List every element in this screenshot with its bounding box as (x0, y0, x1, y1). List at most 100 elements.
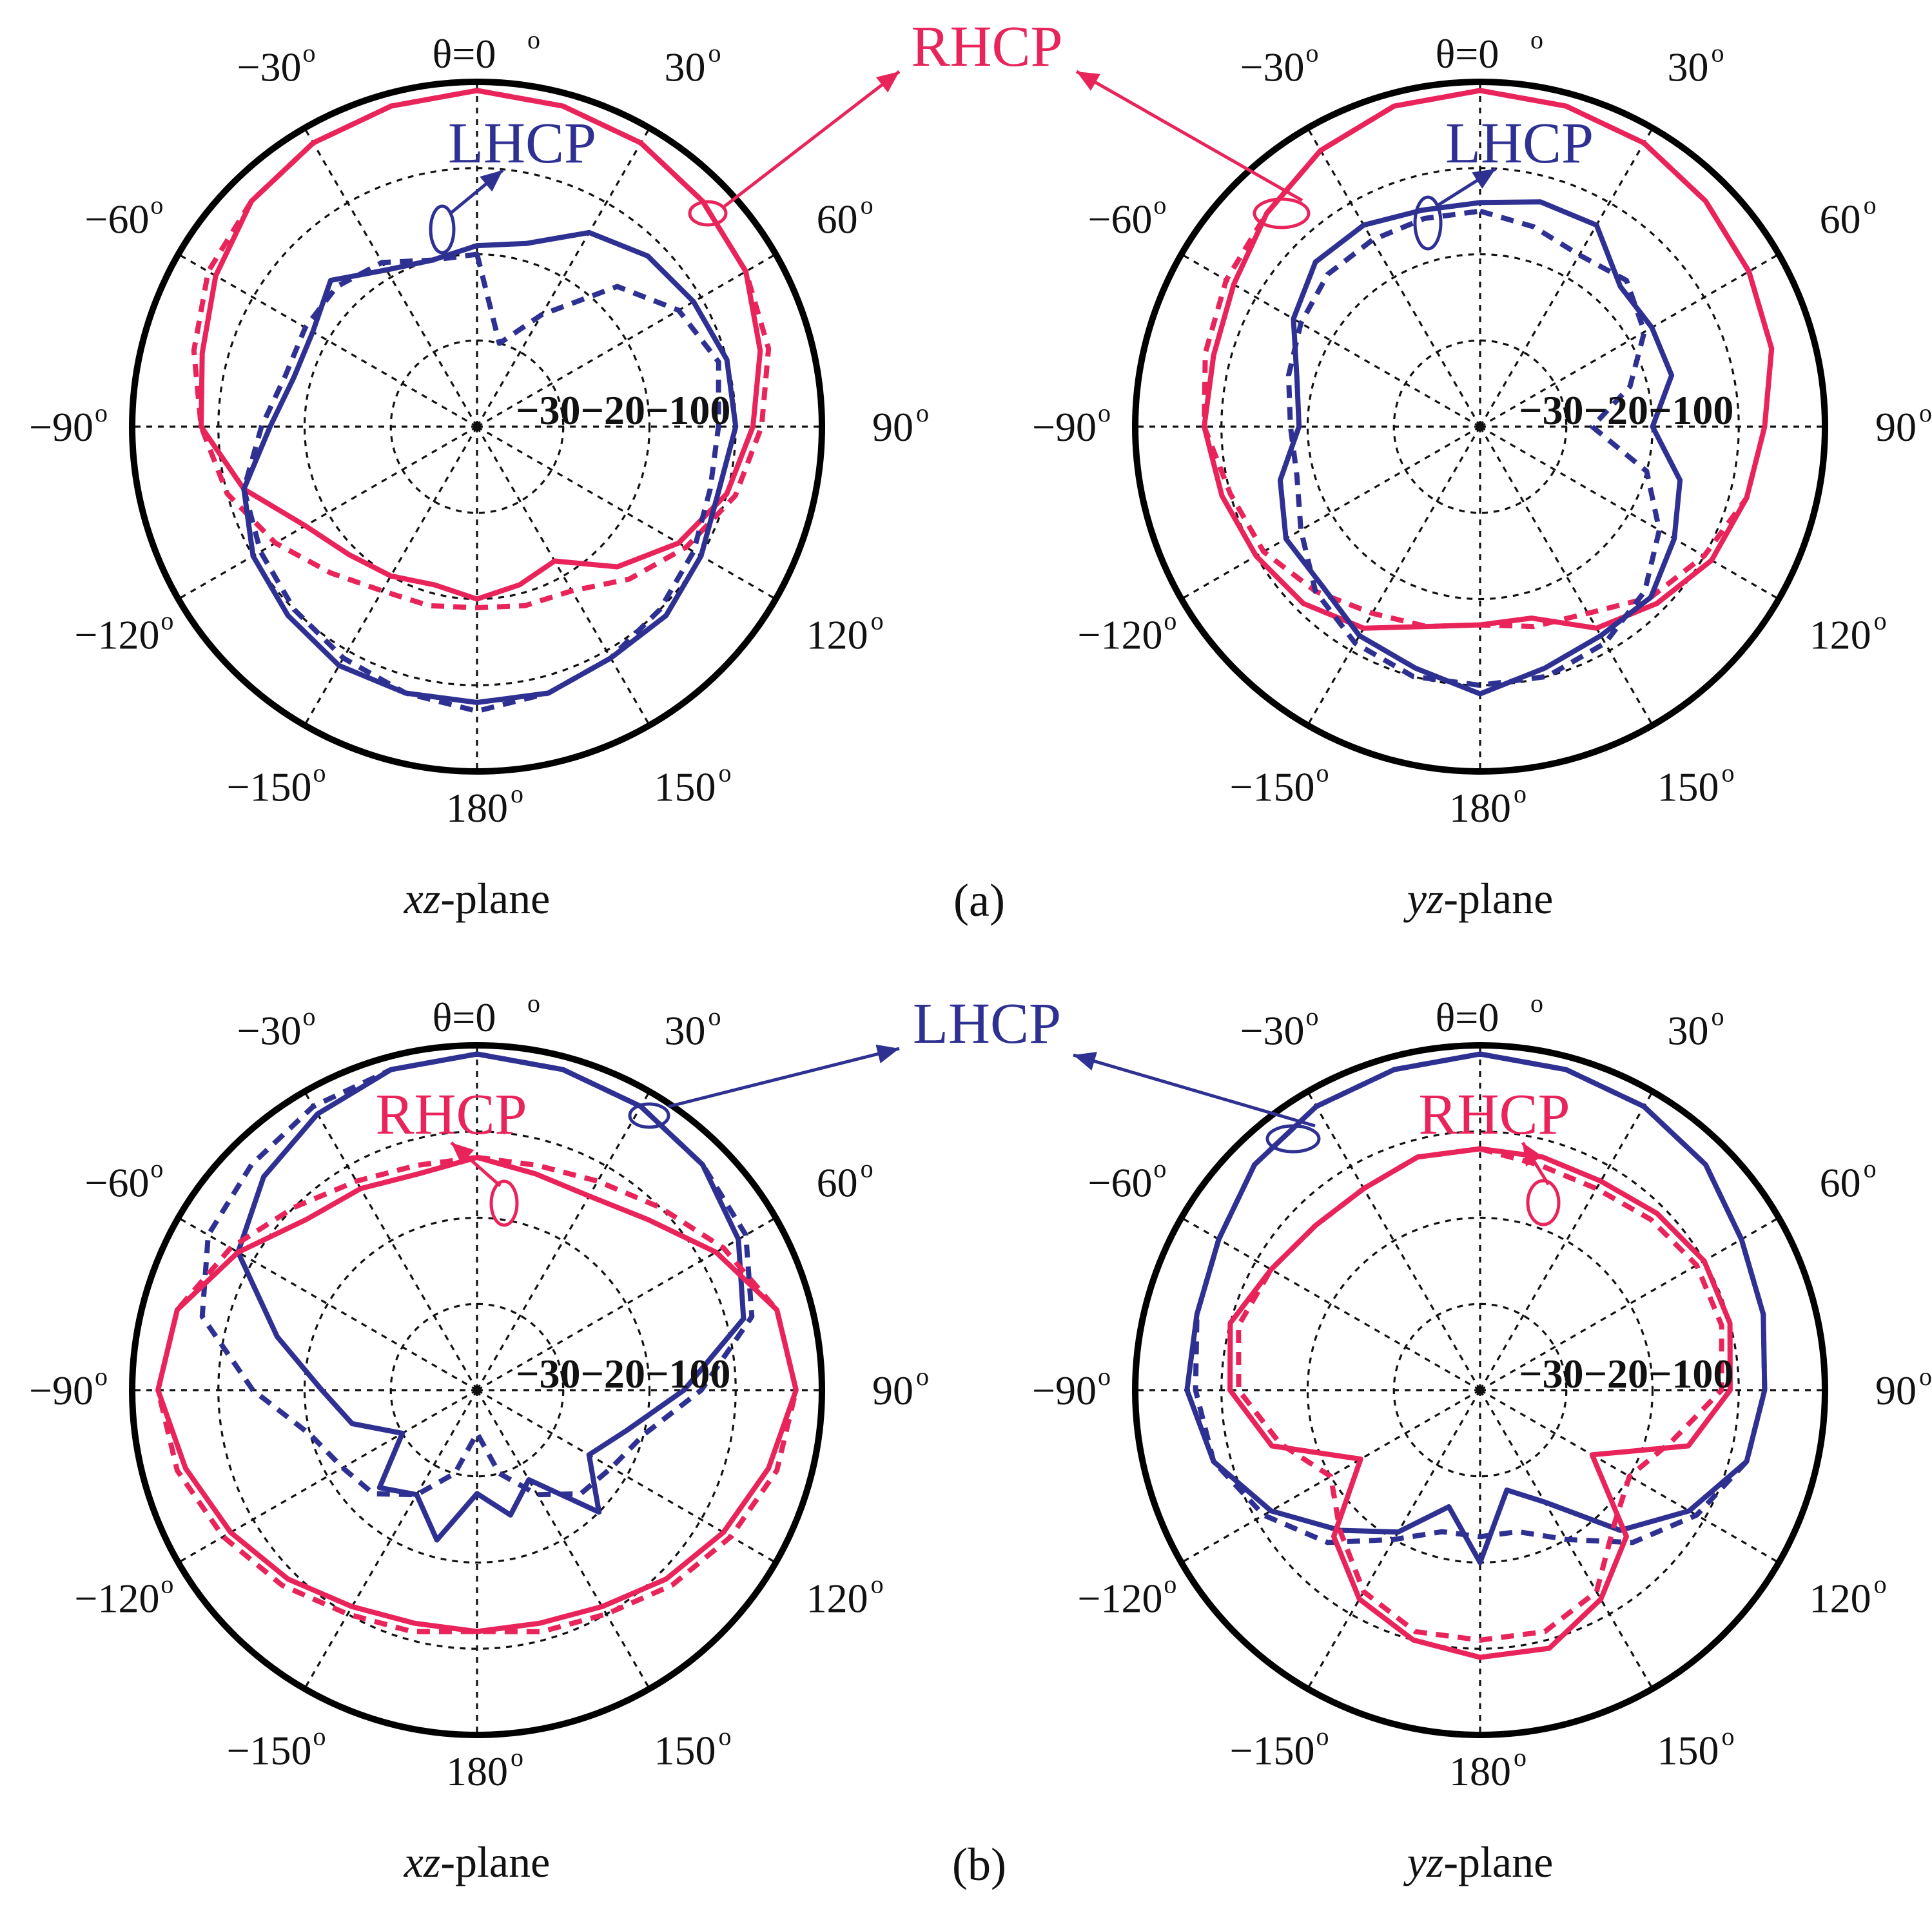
arrow-head (1523, 1143, 1543, 1167)
angle-label-top: θ=0 (433, 31, 496, 77)
degree-mark: o (303, 38, 316, 67)
callout-arrow (723, 70, 901, 208)
outer-rim (129, 79, 825, 775)
degree-mark: o (1919, 398, 1932, 427)
series-lhcp-simulated (199, 1051, 755, 1498)
degree-mark: o (303, 1002, 316, 1031)
angle-label: −120 (1077, 1576, 1162, 1622)
radial-tick-labels: −30−20−100 (1519, 1351, 1733, 1397)
grid-spoke (177, 1389, 478, 1564)
degree-mark: o (1874, 606, 1887, 635)
degree-mark: o (861, 1154, 873, 1183)
callout-b-main-label: LHCP (913, 992, 1061, 1056)
degree-mark: o (161, 606, 173, 635)
callout-arrows (429, 70, 1561, 1227)
degree-mark: o (150, 1154, 163, 1183)
degree-mark: o (871, 606, 884, 635)
degree-mark: o (313, 1722, 326, 1751)
angle-label: 90 (872, 1368, 913, 1413)
angle-label: −90 (29, 404, 93, 450)
degree-mark: o (1514, 779, 1527, 808)
angle-label: −150 (1229, 1728, 1314, 1774)
plane-label-rest: -plane (1443, 874, 1553, 923)
angle-label: −30 (237, 44, 301, 90)
angle-label: −30 (1240, 1007, 1304, 1053)
angle-label: 90 (1875, 404, 1917, 450)
angle-label: 30 (1668, 44, 1709, 90)
angle-label: −150 (226, 764, 311, 810)
degree-mark: o (527, 25, 540, 54)
panel-label-a-group: (a) (953, 875, 1005, 926)
angle-label-top: θ=0 (1436, 31, 1499, 77)
angle-label: 60 (817, 1160, 858, 1206)
degree-mark: o (1153, 1154, 1166, 1183)
series-lhcp-simulated (1193, 1051, 1768, 1545)
angle-label: −120 (1077, 612, 1162, 658)
angle-label: −30 (237, 1007, 301, 1053)
callout-arrow (1073, 1052, 1316, 1128)
degree-mark: o (1530, 25, 1543, 54)
angle-label: 30 (665, 1007, 706, 1053)
plane-label: xz-plane (404, 1837, 551, 1886)
angle-label: −60 (84, 197, 149, 242)
angle-label: 150 (1657, 1728, 1719, 1774)
angle-label: 120 (806, 1576, 868, 1622)
angle-label: 60 (817, 197, 858, 242)
angle-label: 90 (872, 404, 913, 450)
angle-label: −60 (1088, 197, 1152, 242)
degree-mark: o (871, 1570, 884, 1599)
panel-label-b: (b) (952, 1839, 1006, 1890)
degree-mark: o (1306, 38, 1319, 67)
panel-label-b-group: (b) (952, 1839, 1006, 1890)
angle-label: 120 (1810, 612, 1871, 658)
degree-mark: o (95, 1362, 108, 1391)
callout-arrow (1075, 70, 1303, 202)
angle-label: 150 (1657, 764, 1719, 810)
origin-marker (473, 422, 482, 431)
degree-mark: o (313, 759, 326, 788)
arrow-shaft (1073, 1053, 1316, 1128)
angle-label: 120 (806, 612, 868, 658)
callout-ellipse (489, 1179, 519, 1227)
degree-mark: o (1712, 38, 1724, 67)
degree-mark: o (916, 1362, 929, 1391)
origin-marker (1476, 422, 1485, 431)
angle-label: 180 (1449, 785, 1511, 831)
angle-label: 180 (446, 785, 508, 831)
arrow-shaft (668, 1047, 900, 1109)
callout-ellipse (1413, 195, 1443, 251)
degree-mark: o (1164, 1570, 1176, 1599)
angle-label: −150 (1229, 764, 1314, 810)
angle-label-top: θ=0 (1436, 994, 1499, 1040)
degree-mark: o (1098, 398, 1111, 427)
degree-mark: o (1316, 1722, 1329, 1751)
callout-arrow (450, 169, 504, 214)
callout-ellipse (688, 200, 728, 227)
angle-label: 180 (1449, 1748, 1511, 1794)
degree-mark: o (1919, 1362, 1932, 1391)
degree-mark: o (511, 779, 523, 808)
degree-mark: o (708, 38, 721, 67)
series-lhcp-simulated (241, 251, 721, 714)
callout-b-secondary-label-left: RHCP (375, 1083, 527, 1147)
angle-label: −60 (1088, 1160, 1152, 1206)
arrow-shaft (723, 70, 901, 208)
degree-mark: o (95, 398, 108, 427)
angle-label: −60 (84, 1160, 149, 1206)
degree-mark: o (527, 989, 540, 1018)
plane-label: yz-plane (1403, 1837, 1554, 1886)
callout-a-secondary-label-left: LHCP (448, 111, 596, 175)
angle-label: 120 (1810, 1576, 1871, 1622)
plane-label-italic: yz (1403, 1837, 1444, 1886)
angle-label: 180 (446, 1748, 508, 1794)
degree-mark: o (150, 191, 163, 220)
arrow-head (480, 170, 503, 192)
degree-mark: o (1530, 989, 1543, 1018)
outer-rim (1132, 79, 1828, 775)
angle-label: −90 (1032, 1368, 1097, 1413)
degree-mark: o (1153, 191, 1166, 220)
series-lhcp-measured (241, 229, 739, 705)
